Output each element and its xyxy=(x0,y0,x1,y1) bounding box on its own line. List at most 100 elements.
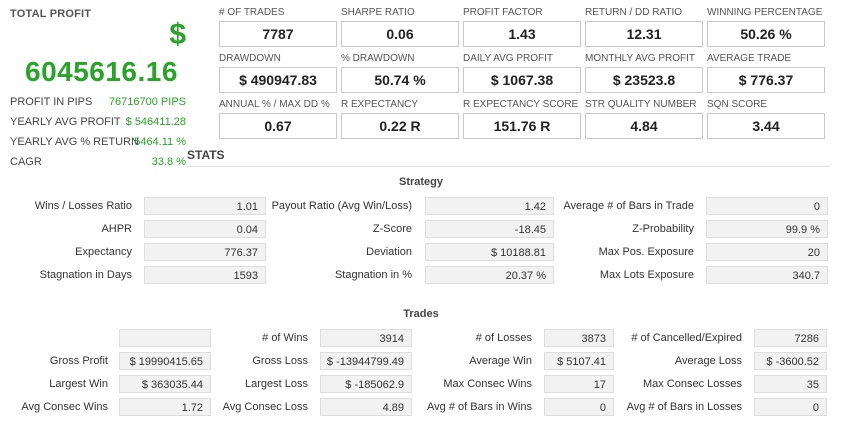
strategy-value-ahpr: 0.04 xyxy=(144,220,266,238)
trades-label-max-consec-losses: Max Consec Losses xyxy=(642,378,742,390)
trades-value-gross-loss: $ -13944799.49 xyxy=(320,352,412,370)
metric-value: 50.26 % xyxy=(707,21,825,47)
strategy-value-expectancy: 776.37 xyxy=(144,243,266,261)
metric-daily-avg-profit: DAILY AVG PROFIT $ 1067.38 xyxy=(463,53,581,99)
trades-value-largest-win: $ 363035.44 xyxy=(119,375,211,393)
metric-label: PROFIT FACTOR xyxy=(463,7,543,18)
metric-label: R EXPECTANCY SCORE xyxy=(463,99,579,110)
summary-row-value: 5464.11 % xyxy=(134,136,186,148)
metric-value: 151.76 R xyxy=(463,113,581,139)
metric-label: WINNING PERCENTAGE xyxy=(707,7,823,18)
metric-winning-percentage: WINNING PERCENTAGE 50.26 % xyxy=(707,7,825,53)
strategy-value-z-score: -18.45 xyxy=(425,220,554,238)
trades-value-avg-consec-wins: 1.72 xyxy=(119,398,211,416)
trades-label-number-of-wins: # of Wins xyxy=(262,332,308,344)
trades-label-average-loss: Average Loss xyxy=(674,355,742,367)
strategy-label-z-probability: Z-Probability xyxy=(632,223,694,235)
strategy-value-avg-bars-in-trade: 0 xyxy=(706,197,828,215)
trades-label-avg-bars-in-losses: Avg # of Bars in Losses xyxy=(626,401,742,413)
metric-label: RETURN / DD RATIO xyxy=(585,7,683,18)
metric-average-trade: AVERAGE TRADE $ 776.37 xyxy=(707,53,825,99)
summary-row-value: 33.8 % xyxy=(151,156,186,168)
metric-value: $ 1067.38 xyxy=(463,67,581,93)
metric-profit-factor: PROFIT FACTOR 1.43 xyxy=(463,7,581,53)
strategy-label-z-score: Z-Score xyxy=(372,223,412,235)
metric-value: 4.84 xyxy=(585,113,703,139)
trades-label-average-win: Average Win xyxy=(469,355,532,367)
trades-value-average-loss: $ -3600.52 xyxy=(754,352,827,370)
summary-row-value: 76716700 PIPS xyxy=(108,96,186,108)
metric-str-quality-number: STR QUALITY NUMBER 4.84 xyxy=(585,99,703,145)
summary-row-yearly-avg-profit: YEARLY AVG PROFIT $ 546411.28 xyxy=(10,116,186,132)
summary-row-value: $ 546411.28 xyxy=(125,116,186,128)
metric-percent-drawdown: % DRAWDOWN 50.74 % xyxy=(341,53,459,99)
stats-heading: STATS xyxy=(187,148,225,162)
trades-section-title: Trades xyxy=(403,308,439,320)
strategy-value-wins-losses-ratio: 1.01 xyxy=(144,197,266,215)
strategy-value-stagnation-percent: 20.37 % xyxy=(425,266,554,284)
metric-label: % DRAWDOWN xyxy=(341,53,415,64)
trades-label-avg-consec-wins: Avg Consec Wins xyxy=(21,401,108,413)
metric-label: SHARPE RATIO xyxy=(341,7,415,18)
metric-return-dd-ratio: RETURN / DD RATIO 12.31 xyxy=(585,7,703,53)
trades-label-number-of-losses: # of Losses xyxy=(475,332,532,344)
metric-value: 7787 xyxy=(219,21,337,47)
metric-value: $ 776.37 xyxy=(707,67,825,93)
metric-value: $ 23523.8 xyxy=(585,67,703,93)
trades-label-max-consec-wins: Max Consec Wins xyxy=(443,378,532,390)
summary-row-cagr: CAGR 33.8 % xyxy=(10,156,186,172)
metric-value: 0.06 xyxy=(341,21,459,47)
trades-label-cancelled-expired: # of Cancelled/Expired xyxy=(631,332,742,344)
trades-value-number-of-losses: 3873 xyxy=(544,329,614,347)
summary-row-label: PROFIT IN PIPS xyxy=(10,96,93,108)
strategy-value-stagnation-days: 1593 xyxy=(144,266,266,284)
metric-label: R EXPECTANCY xyxy=(341,99,419,110)
metric-number-of-trades: # OF TRADES 7787 xyxy=(219,7,337,53)
strategy-label-ahpr: AHPR xyxy=(101,223,132,235)
trades-value-cancelled-expired: 7286 xyxy=(754,329,827,347)
trades-label-gross-profit: Gross Profit xyxy=(49,355,108,367)
trades-value-max-consec-wins: 17 xyxy=(544,375,614,393)
trades-value-gross-profit: $ 19990415.65 xyxy=(119,352,211,370)
trades-value-number-of-wins: 3914 xyxy=(320,329,412,347)
strategy-label-expectancy: Expectancy xyxy=(75,246,132,258)
metric-label: # OF TRADES xyxy=(219,7,285,18)
strategy-label-wins-losses-ratio: Wins / Losses Ratio xyxy=(34,200,132,212)
trades-value-max-consec-losses: 35 xyxy=(754,375,827,393)
metric-annual-max-dd: ANNUAL % / MAX DD % 0.67 xyxy=(219,99,337,145)
metric-value: 3.44 xyxy=(707,113,825,139)
trades-label-gross-loss: Gross Loss xyxy=(252,355,308,367)
trades-label-avg-consec-loss: Avg Consec Loss xyxy=(222,401,308,413)
metric-sqn-score: SQN SCORE 3.44 xyxy=(707,99,825,145)
strategy-label-stagnation-percent: Stagnation in % xyxy=(334,269,412,281)
strategy-label-avg-bars-in-trade: Average # of Bars in Trade xyxy=(563,200,694,212)
metric-drawdown: DRAWDOWN $ 490947.83 xyxy=(219,53,337,99)
strategy-label-max-pos-exposure: Max Pos. Exposure xyxy=(598,246,694,258)
summary-row-profit-in-pips: PROFIT IN PIPS 76716700 PIPS xyxy=(10,96,186,112)
total-profit-label: TOTAL PROFIT xyxy=(10,8,92,20)
trades-label-largest-loss: Largest Loss xyxy=(245,378,308,390)
trades-value-avg-consec-loss: 4.89 xyxy=(320,398,412,416)
strategy-value-max-lots-exposure: 340.7 xyxy=(706,266,828,284)
summary-row-label: YEARLY AVG % RETURN xyxy=(10,136,139,148)
strategy-label-deviation: Deviation xyxy=(366,246,412,258)
metric-label: STR QUALITY NUMBER xyxy=(585,99,697,110)
strategy-label-max-lots-exposure: Max Lots Exposure xyxy=(599,269,694,281)
metric-label: DAILY AVG PROFIT xyxy=(463,53,554,64)
trades-value-largest-loss: $ -185062.9 xyxy=(320,375,412,393)
metric-r-expectancy-score: R EXPECTANCY SCORE 151.76 R xyxy=(463,99,581,145)
currency-symbol: $ xyxy=(169,18,186,51)
metric-label: ANNUAL % / MAX DD % xyxy=(219,99,330,110)
metric-value: 1.43 xyxy=(463,21,581,47)
strategy-value-payout-ratio: 1.42 xyxy=(425,197,554,215)
summary-row-label: YEARLY AVG PROFIT xyxy=(10,116,121,128)
trades-value-avg-bars-in-wins: 0 xyxy=(544,398,614,416)
metric-sharpe-ratio: SHARPE RATIO 0.06 xyxy=(341,7,459,53)
trades-value-blank xyxy=(119,329,211,347)
metric-value: 0.67 xyxy=(219,113,337,139)
trades-label-largest-win: Largest Win xyxy=(49,378,108,390)
metric-monthly-avg-profit: MONTHLY AVG PROFIT $ 23523.8 xyxy=(585,53,703,99)
trades-value-average-win: $ 5107.41 xyxy=(544,352,614,370)
metric-value: $ 490947.83 xyxy=(219,67,337,93)
strategy-value-z-probability: 99.9 % xyxy=(706,220,828,238)
